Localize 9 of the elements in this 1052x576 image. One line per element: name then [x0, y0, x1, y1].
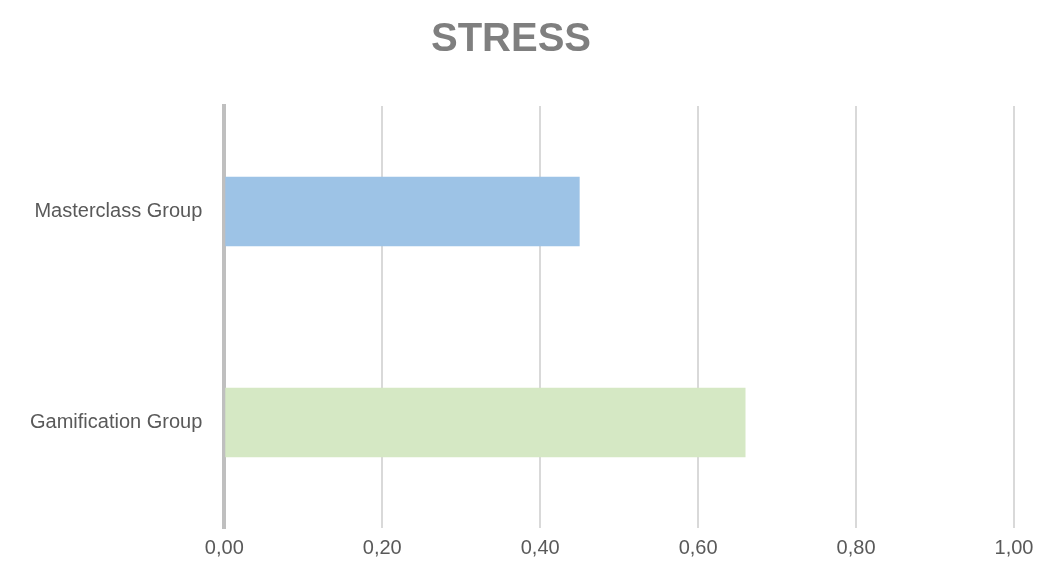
x-tick-label: 0,80 — [836, 535, 876, 558]
x-tick-label: 0,60 — [678, 535, 718, 558]
x-tick-label: 0,00 — [204, 535, 244, 558]
chart-title: STRESS — [430, 15, 592, 60]
y-tick-label: Masterclass Group — [34, 199, 203, 222]
x-tick-label: 0,40 — [520, 535, 560, 558]
x-tick-label: 0,20 — [362, 535, 402, 558]
y-tick-label: Gamification Group — [30, 410, 203, 433]
x-tick-label: 1,00 — [994, 535, 1034, 558]
